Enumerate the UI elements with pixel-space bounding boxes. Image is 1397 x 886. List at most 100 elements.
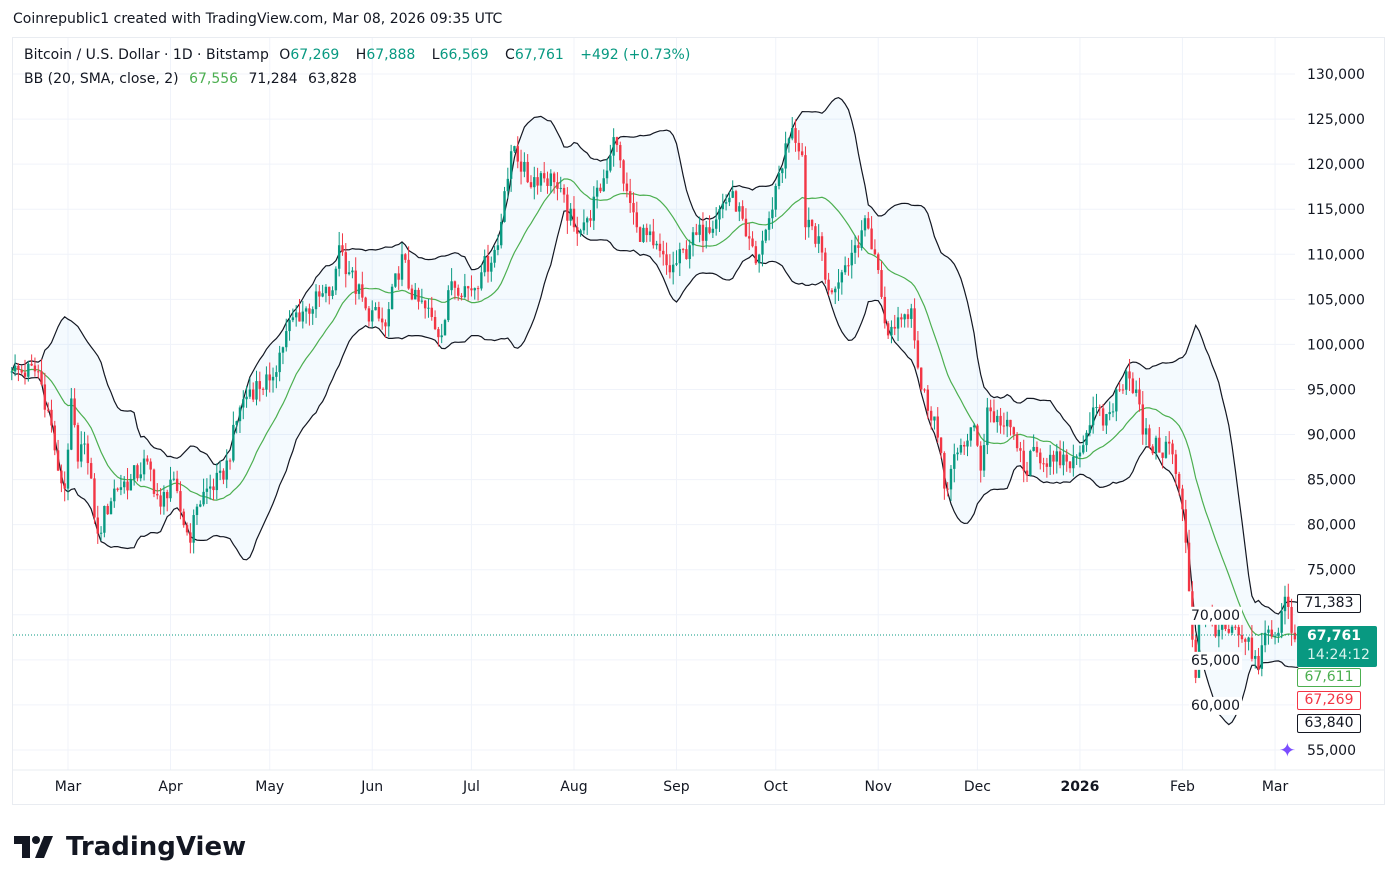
- candle-body: [903, 314, 906, 320]
- candle: [609, 144, 612, 173]
- candle-body: [119, 487, 123, 490]
- candle: [962, 441, 966, 455]
- candle: [1002, 412, 1006, 435]
- candle-body: [99, 532, 103, 534]
- candle: [420, 288, 424, 304]
- candle-body: [619, 145, 622, 161]
- candle: [1029, 449, 1032, 477]
- candle-body: [982, 445, 986, 471]
- bb-lower-value: 63,828: [307, 71, 357, 87]
- candle: [1065, 449, 1068, 472]
- candle: [503, 186, 506, 223]
- candle: [394, 273, 397, 288]
- candle-body: [734, 191, 738, 212]
- candle: [1230, 622, 1234, 636]
- candle: [681, 247, 685, 254]
- candle: [212, 478, 215, 501]
- price-tick-label: 85,000: [1307, 473, 1356, 489]
- candle: [1287, 583, 1290, 620]
- candle: [427, 298, 430, 318]
- candle: [1184, 499, 1187, 554]
- candle: [245, 386, 248, 408]
- symbol-name[interactable]: Bitcoin / U.S. Dollar · 1D · Bitstamp: [24, 47, 269, 63]
- candle-body: [457, 287, 460, 296]
- candle-body: [953, 454, 956, 469]
- candle-body: [1230, 626, 1234, 633]
- candle-body: [80, 444, 83, 462]
- bb-fill: [11, 97, 1299, 725]
- candle: [992, 399, 996, 424]
- price-tick-label: 60,000: [1191, 698, 1240, 714]
- price-tick-label: 120,000: [1307, 157, 1365, 173]
- candle: [526, 154, 529, 184]
- candle-body: [959, 445, 963, 453]
- candle: [318, 285, 321, 307]
- candle-body: [132, 465, 136, 480]
- candle: [1058, 440, 1062, 469]
- price-tick-label: 130,000: [1307, 67, 1365, 83]
- time-tick-label: May: [255, 779, 284, 795]
- candle: [361, 271, 364, 302]
- candle: [840, 269, 844, 295]
- candle: [1105, 413, 1108, 434]
- candle: [949, 465, 953, 502]
- candle: [146, 455, 149, 465]
- candle-body: [744, 218, 748, 237]
- candle-body: [533, 177, 536, 188]
- candle: [1068, 460, 1072, 473]
- price-tick-label: 65,000: [1191, 653, 1240, 669]
- candle-body: [1045, 463, 1049, 467]
- candle-body: [179, 491, 182, 512]
- candle: [896, 306, 900, 342]
- candle: [255, 370, 258, 406]
- candle-body: [516, 146, 519, 162]
- bb-label[interactable]: BB (20, SMA, close, 2): [24, 71, 179, 87]
- candle: [166, 489, 169, 512]
- candle: [192, 509, 195, 554]
- candle: [843, 256, 847, 275]
- candle-body: [271, 376, 275, 381]
- price-tick-label: 90,000: [1307, 428, 1356, 444]
- tradingview-logo[interactable]: TradingView: [14, 832, 246, 862]
- candles: [10, 117, 1300, 684]
- candle: [638, 226, 642, 242]
- candle: [119, 474, 123, 496]
- sparkle-icon[interactable]: ✦: [1279, 738, 1296, 762]
- candle-body: [992, 411, 996, 423]
- candle-body: [999, 415, 1002, 426]
- candle: [1164, 436, 1168, 459]
- candle-body: [1075, 456, 1078, 458]
- candle-body: [443, 320, 447, 336]
- candle-body: [529, 182, 533, 188]
- candle-body: [708, 227, 711, 233]
- candle-body: [539, 173, 543, 186]
- candle-body: [13, 365, 17, 372]
- candle-body: [804, 155, 807, 228]
- candle: [400, 242, 404, 287]
- candle: [552, 171, 556, 194]
- time-tick-label: Dec: [964, 779, 991, 795]
- candle-body: [817, 236, 820, 244]
- candle-body: [972, 425, 976, 428]
- candle: [314, 284, 318, 318]
- candle-body: [142, 458, 146, 475]
- candle: [791, 117, 794, 141]
- candle-body: [384, 322, 387, 327]
- candle: [1022, 439, 1025, 483]
- low-label: L: [431, 47, 440, 63]
- candle: [37, 364, 40, 379]
- candle: [939, 437, 943, 459]
- candle: [162, 485, 166, 515]
- candle: [1168, 431, 1171, 455]
- candle: [63, 471, 66, 502]
- candle: [787, 137, 791, 153]
- candle-body: [1168, 441, 1171, 444]
- candle-body: [1290, 606, 1293, 633]
- candle-body: [341, 245, 344, 253]
- candle-body: [50, 409, 53, 426]
- candle-body: [1273, 635, 1277, 637]
- candle: [453, 280, 457, 300]
- price-tick-label-bg: [1189, 606, 1242, 625]
- candle-body: [394, 273, 397, 287]
